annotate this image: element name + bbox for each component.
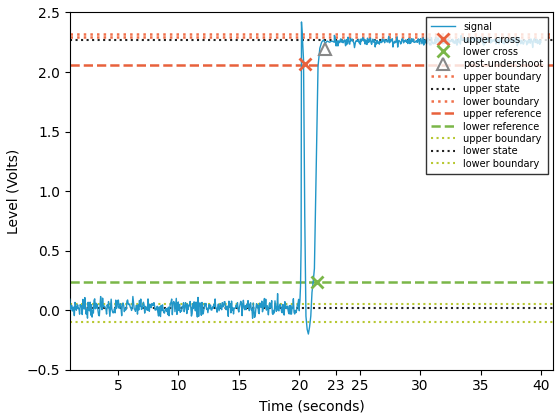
upper reference <box>67 62 73 67</box>
upper boundary <box>67 32 73 37</box>
lower boundary <box>67 34 73 39</box>
signal <box>67 297 73 302</box>
signal <box>424 38 431 43</box>
upper boundary <box>54 32 61 37</box>
signal <box>181 305 188 310</box>
lower boundary <box>54 34 61 39</box>
lower boundary <box>54 319 61 324</box>
signal <box>105 299 112 304</box>
lower boundary <box>67 319 73 324</box>
signal <box>430 41 436 46</box>
signal <box>531 36 538 41</box>
lower reference <box>67 279 73 284</box>
lower state <box>54 306 61 311</box>
upper state <box>54 38 61 43</box>
upper boundary <box>67 301 73 306</box>
signal <box>519 38 525 43</box>
X-axis label: Time (seconds): Time (seconds) <box>259 399 364 413</box>
upper state <box>67 38 73 43</box>
Legend: signal, upper cross, lower cross, post-undershoot, upper boundary, upper state, : signal, upper cross, lower cross, post-u… <box>426 17 548 174</box>
upper reference <box>54 62 61 67</box>
lower reference <box>54 279 61 284</box>
Y-axis label: Level (Volts): Level (Volts) <box>7 149 21 234</box>
Line: signal: signal <box>70 22 541 334</box>
lower state <box>67 306 73 311</box>
upper boundary <box>54 301 61 306</box>
signal <box>305 331 312 336</box>
signal <box>538 39 544 45</box>
signal <box>298 19 305 24</box>
